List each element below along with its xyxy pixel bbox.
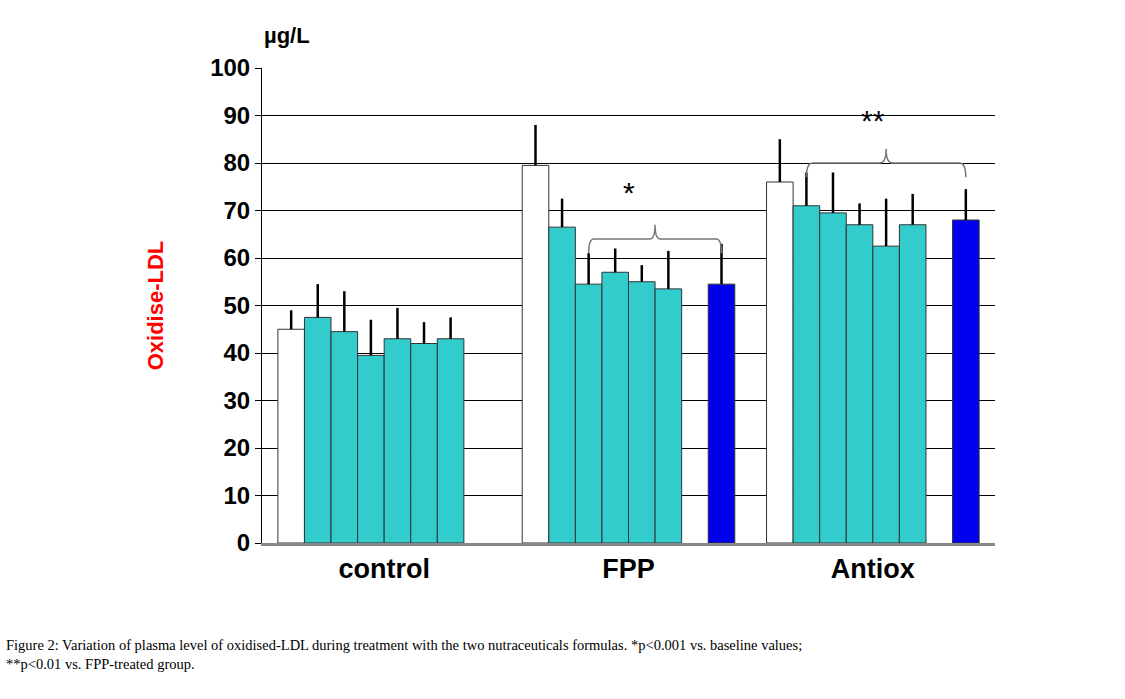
svg-text:µg/L: µg/L [264, 23, 310, 48]
svg-text:100: 100 [210, 54, 250, 81]
svg-text:**p<0.01 vs. FPP-treated group: **p<0.01 vs. FPP-treated group. [6, 656, 195, 672]
svg-text:10: 10 [223, 482, 250, 509]
svg-text:50: 50 [223, 292, 250, 319]
svg-text:40: 40 [223, 339, 250, 366]
svg-text:*: * [623, 176, 635, 209]
svg-text:FPP: FPP [602, 554, 655, 584]
svg-text:control: control [338, 554, 430, 584]
svg-text:60: 60 [223, 244, 250, 271]
svg-text:0: 0 [237, 529, 250, 556]
svg-text:30: 30 [223, 387, 250, 414]
svg-text:Antiox: Antiox [831, 554, 915, 584]
svg-text:**: ** [861, 104, 885, 137]
svg-text:Oxidise-LDL: Oxidise-LDL [143, 241, 168, 371]
svg-text:70: 70 [223, 197, 250, 224]
svg-text:Figure 2: Variation of plasma: Figure 2: Variation of plasma level of o… [6, 637, 802, 653]
svg-text:90: 90 [223, 102, 250, 129]
svg-text:20: 20 [223, 434, 250, 461]
svg-text:80: 80 [223, 149, 250, 176]
